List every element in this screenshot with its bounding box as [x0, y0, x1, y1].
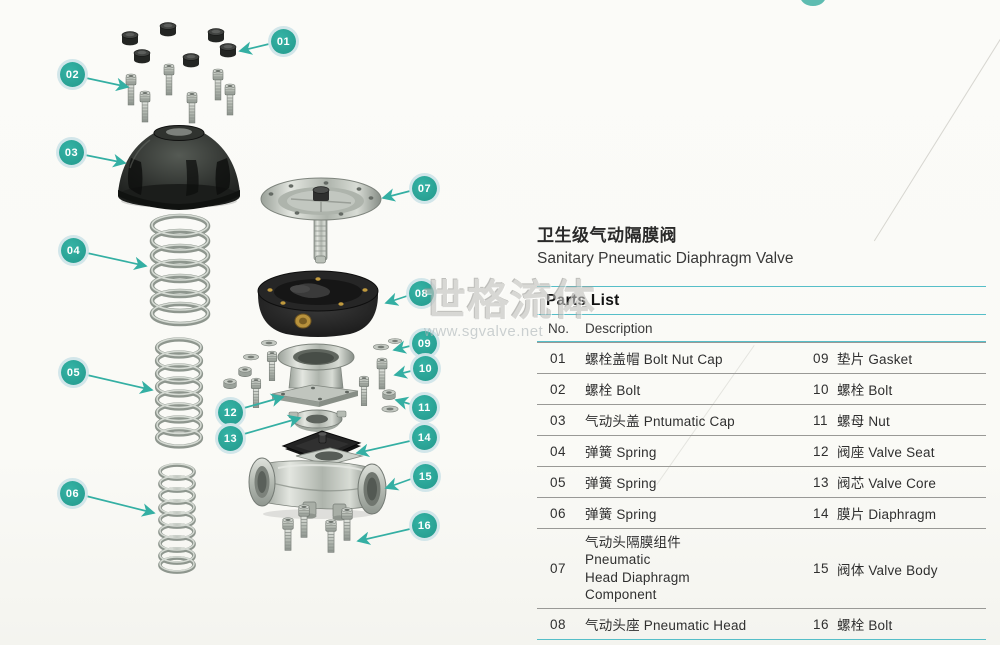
cell-no: 12 [813, 443, 830, 459]
cell-desc: 垫片 Gasket [837, 352, 913, 367]
table-row: 02 螺栓 Bolt 10 螺栓 Bolt [537, 373, 986, 404]
cell-desc: 阀体 Valve Body [837, 562, 938, 578]
part-valve-core [288, 409, 347, 432]
cell-no: 07 [550, 561, 567, 577]
table-row: 06 弹簧 Spring 14 膜片 Diaphragm [537, 497, 986, 528]
cell-desc: 螺栓 Bolt [585, 383, 641, 398]
table-row: 01 螺栓盖帽 Bolt Nut Cap 09 垫片 Gasket [537, 342, 986, 373]
table-header: No. Description [537, 315, 986, 341]
cell-desc: 螺栓 Bolt [837, 383, 893, 398]
cell-no: 14 [813, 505, 830, 521]
callout-14: 14 [412, 425, 437, 450]
table-row: 03 气动头盖 Pntumatic Cap 11 螺母 Nut [537, 404, 986, 435]
callout-04: 04 [61, 238, 86, 263]
part-bolts-top [125, 63, 236, 124]
product-title-zh: 卫生级气动隔膜阀 [537, 226, 677, 245]
callout-07: 07 [412, 176, 437, 201]
parts-list-table: Parts List No. Description 01 螺栓盖帽 Bolt … [537, 286, 986, 641]
cell-desc: 气动头座 Pneumatic Head [585, 618, 747, 634]
cell-no: 09 [813, 350, 830, 366]
cell-desc: 螺栓 Bolt [837, 618, 893, 634]
callout-15: 15 [413, 464, 438, 489]
cell-no: 05 [550, 474, 567, 490]
part-spring-05 [154, 337, 204, 449]
cell-no: 15 [813, 561, 830, 577]
cell-desc: 弹簧 Spring [585, 476, 657, 491]
cell-no: 16 [813, 616, 830, 632]
cell-no: 04 [550, 443, 567, 459]
callout-16: 16 [412, 513, 437, 538]
title-block: 卫生级气动隔膜阀 Sanitary Pneumatic Diaphragm Va… [537, 221, 987, 268]
cell-desc: 气动头隔膜组件 Pneumatic Head Diaphragm Compone… [585, 535, 690, 602]
table-row: 05 弹簧 Spring 13 阀芯 Valve Core [537, 466, 986, 497]
callout-arrows [84, 41, 412, 545]
part-hardware-left [220, 339, 278, 409]
part-spring-06 [158, 463, 196, 574]
callout-03: 03 [59, 140, 84, 165]
parts-list-heading: Parts List [546, 292, 620, 309]
part-pneumatic-cap [118, 125, 240, 210]
table-row: 08 气动头座 Pneumatic Head 16 螺栓 Bolt [537, 608, 986, 639]
col-header-description: Description [585, 321, 653, 336]
part-diaphragm-component [260, 177, 382, 264]
part-bolt-nut-caps [121, 22, 237, 68]
callout-06: 06 [60, 481, 85, 506]
col-header-no: No. [548, 321, 570, 336]
cell-desc: 阀座 Valve Seat [837, 445, 935, 460]
cell-no: 06 [550, 505, 567, 521]
divider [537, 341, 986, 342]
divider [537, 639, 986, 641]
callout-05: 05 [61, 360, 86, 385]
cell-no: 01 [550, 350, 567, 366]
callout-02: 02 [60, 62, 85, 87]
part-pneumatic-head [257, 270, 379, 337]
exploded-valve-diagram [84, 22, 412, 574]
part-valve-seat [271, 343, 359, 407]
callout-08: 08 [409, 281, 434, 306]
callout-13: 13 [218, 426, 243, 451]
part-valve-body [248, 447, 387, 521]
cell-desc: 气动头盖 Pntumatic Cap [585, 414, 735, 429]
scan-ink-mark [800, 0, 826, 6]
table-row: 07 气动头隔膜组件 Pneumatic Head Diaphragm Comp… [537, 528, 986, 608]
cell-desc: 膜片 Diaphragm [837, 507, 937, 522]
callout-09: 09 [412, 331, 437, 356]
product-title-en: Sanitary Pneumatic Diaphragm Valve [537, 250, 794, 267]
table-row: 04 弹簧 Spring 12 阀座 Valve Seat [537, 435, 986, 466]
callout-11: 11 [412, 395, 437, 420]
callout-01: 01 [271, 29, 296, 54]
cell-no: 03 [550, 412, 567, 428]
cell-no: 02 [550, 381, 567, 397]
callout-10: 10 [413, 356, 438, 381]
divider [537, 314, 986, 315]
cell-no: 13 [813, 474, 830, 490]
callout-12: 12 [218, 400, 243, 425]
part-spring-04 [149, 213, 211, 327]
cell-no: 11 [813, 412, 829, 428]
cell-desc: 阀芯 Valve Core [837, 476, 937, 491]
cell-no: 08 [550, 616, 567, 632]
cell-desc: 弹簧 Spring [585, 445, 657, 460]
cell-desc: 弹簧 Spring [585, 507, 657, 522]
cell-desc: 螺母 Nut [837, 414, 890, 429]
scan-scratch-line [873, 28, 1000, 242]
cell-desc: 螺栓盖帽 Bolt Nut Cap [585, 352, 723, 367]
cell-no: 10 [813, 381, 830, 397]
